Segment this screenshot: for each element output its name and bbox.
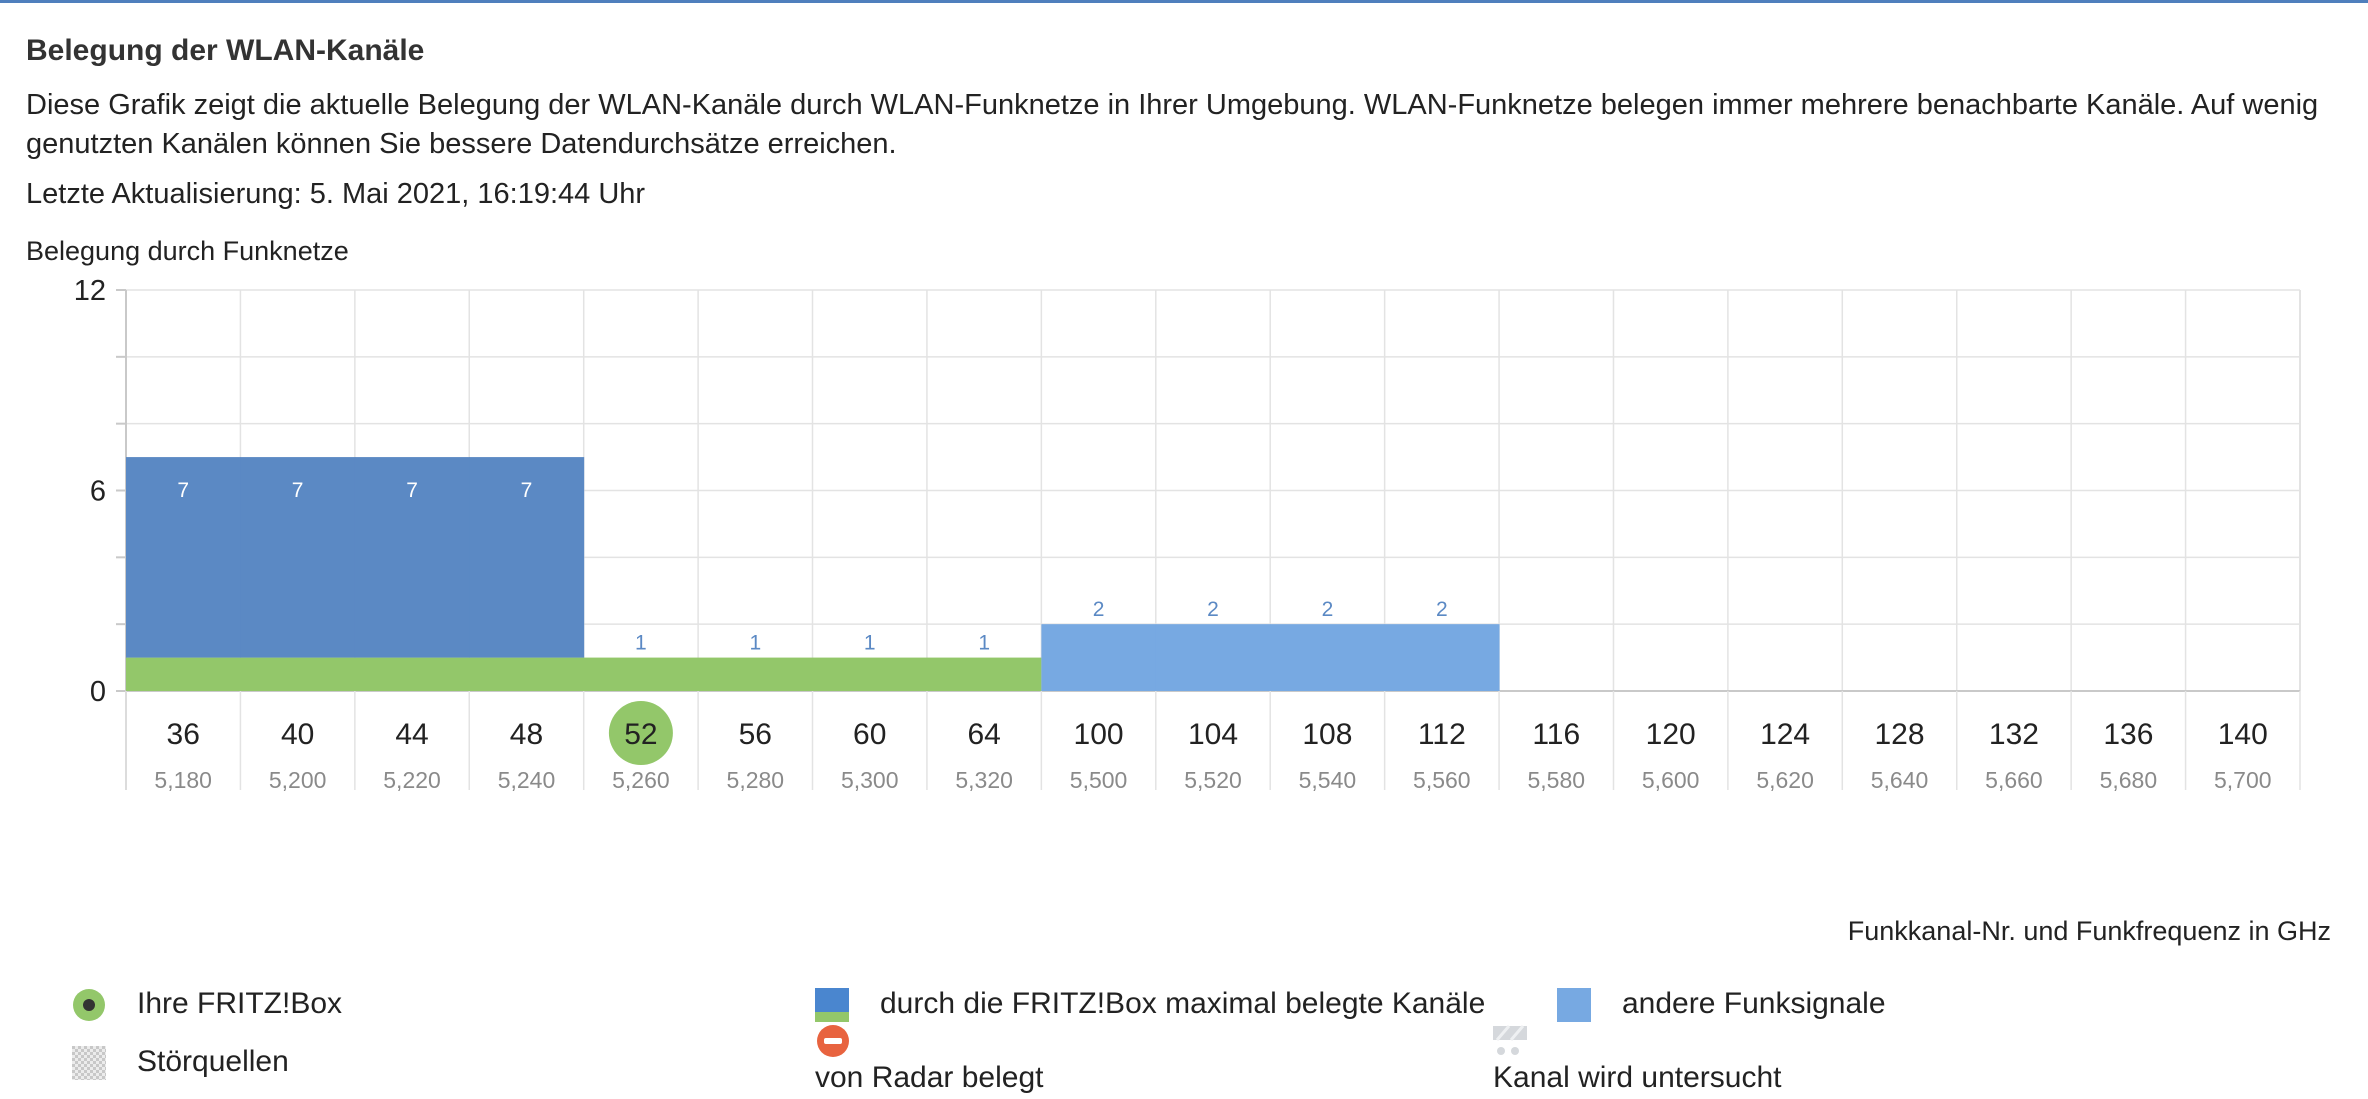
page-description: Diese Grafik zeigt die aktuelle Belegung… [26,89,2319,160]
bar-value-label: 1 [978,632,990,655]
channel-label-128: 128 [1874,718,1924,751]
other-signals-legend-icon [1557,988,1591,1022]
frequency-label: 5,620 [1756,767,1814,793]
y-tick-label: 12 [74,275,106,307]
bar-48 [469,457,585,658]
x-axis-caption: Funkkanal-Nr. und Funkfrequenz in GHz [1847,916,2331,946]
bar-value-label: 1 [749,632,761,655]
frequency-label: 5,540 [1299,767,1357,793]
channel-label-120: 120 [1646,718,1696,751]
bar-value-label: 2 [1436,598,1448,621]
frequency-label: 5,220 [383,767,441,793]
channel-label-44: 44 [395,718,428,751]
frequency-label: 5,700 [2214,767,2272,793]
legend-checking: Kanal wird untersucht [1493,1061,1782,1094]
legend-own-box: Ihre FRITZ!Box [137,987,343,1020]
bar-44 [354,457,470,658]
channel-label-132: 132 [1989,718,2039,751]
top-accent-line [0,0,2368,3]
bar-value-label: 2 [1207,598,1219,621]
last-update-text: Letzte Aktualisierung: 5. Mai 2021, 16:1… [26,178,646,210]
channel-label-40: 40 [281,718,314,751]
channel-label-60: 60 [853,718,886,751]
y-tick-label: 6 [90,476,106,508]
channel-label-124: 124 [1760,718,1810,751]
y-tick-label: 0 [90,676,106,708]
legend-other-signals: andere Funksignale [1622,987,1886,1020]
own-box-legend-icon [73,989,105,1021]
bar-36 [126,457,241,658]
y-axis-label: Belegung durch Funknetze [26,236,349,266]
frequency-label: 5,560 [1413,767,1471,793]
frequency-label: 5,260 [612,767,670,793]
frequency-label: 5,640 [1871,767,1929,793]
legend-radar: von Radar belegt [815,1061,1044,1094]
bar-value-label: 1 [864,632,876,655]
channel-label-100: 100 [1074,718,1124,751]
frequency-label: 5,300 [841,767,899,793]
bar-112 [1384,624,1500,691]
legend-interference: Störquellen [137,1045,289,1078]
max-channels-legend-icon [815,988,849,1022]
bar-value-label: 7 [292,479,304,502]
channel-label-112: 112 [1418,718,1466,751]
frequency-label: 5,680 [2100,767,2158,793]
bar-108 [1270,624,1386,691]
frequency-label: 5,180 [154,767,212,793]
channel-label-140: 140 [2218,718,2268,751]
channel-label-52: 52 [624,718,657,751]
channel-label-56: 56 [739,718,772,751]
channel-label-48: 48 [510,718,543,751]
channel-label-116: 116 [1532,718,1580,751]
fritzbox-band [126,657,1042,691]
channel-label-36: 36 [167,718,200,751]
legend-max-channels: durch die FRITZ!Box maximal belegte Kanä… [880,987,1486,1020]
bar-value-label: 2 [1093,598,1105,621]
bar-100 [1041,624,1157,691]
frequency-label: 5,320 [955,767,1013,793]
checking-legend-icon [1493,1025,1527,1055]
bar-104 [1155,624,1271,691]
frequency-label: 5,520 [1184,767,1242,793]
frequency-label: 5,660 [1985,767,2043,793]
radar-legend-icon [817,1025,849,1057]
bar-value-label: 7 [521,479,533,502]
bar-40 [240,457,356,658]
frequency-label: 5,200 [269,767,327,793]
bar-value-label: 7 [406,479,418,502]
interference-legend-icon [72,1046,106,1080]
channel-label-136: 136 [2103,718,2153,751]
channel-label-64: 64 [967,718,1000,751]
channel-label-108: 108 [1302,718,1352,751]
frequency-label: 5,240 [498,767,556,793]
channel-label-104: 104 [1188,718,1238,751]
bar-value-label: 7 [177,479,189,502]
page-title: Belegung der WLAN-Kanäle [26,34,425,67]
frequency-label: 5,280 [727,767,785,793]
frequency-label: 5,600 [1642,767,1700,793]
frequency-label: 5,500 [1070,767,1128,793]
frequency-label: 5,580 [1527,767,1585,793]
own-channel-marker [608,701,673,765]
bar-value-label: 2 [1322,598,1334,621]
bar-value-label: 1 [635,632,647,655]
